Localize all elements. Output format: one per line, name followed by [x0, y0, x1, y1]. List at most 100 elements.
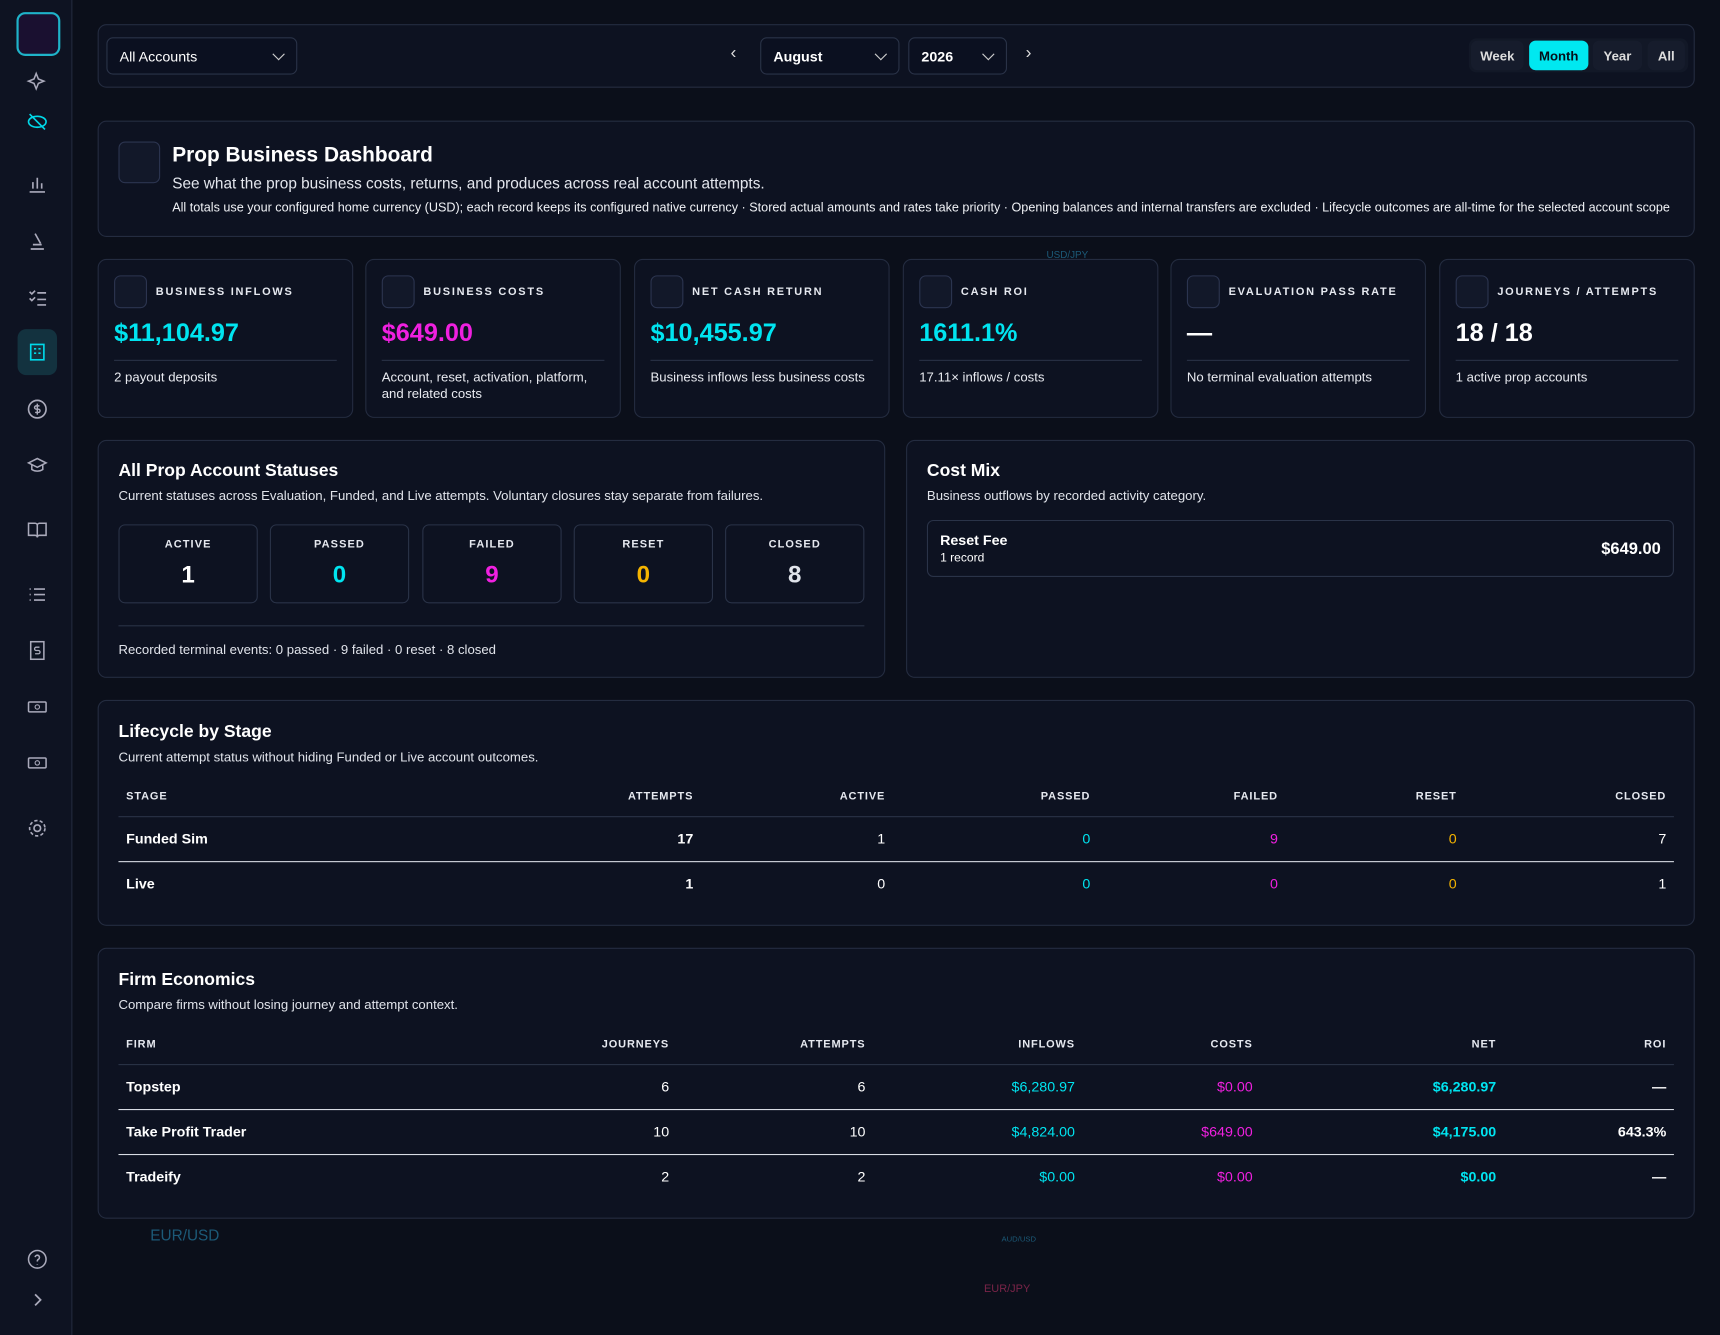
status-box: PASSED 0: [269, 524, 410, 604]
period-button[interactable]: Year: [1592, 40, 1643, 71]
nav-withdraw[interactable]: [26, 753, 48, 775]
kpi-value: $649.00: [381, 318, 473, 347]
kpi-icon: [1186, 275, 1220, 309]
background-ticker: EUR/JPY: [983, 1283, 1031, 1296]
lifecycle-cell: 0: [1082, 875, 1091, 892]
kpi-card: [1439, 258, 1695, 418]
kpi-detail: No terminal evaluation attempts: [1186, 369, 1372, 386]
nav-lab[interactable]: [26, 230, 48, 252]
status-value: 0: [636, 560, 651, 588]
kpi-icon: [919, 275, 953, 309]
nav-list[interactable]: [26, 584, 48, 606]
lifecycle-header: CLOSED: [1615, 790, 1667, 803]
kpi-icon: [114, 275, 147, 309]
prev-month[interactable]: ‹: [730, 43, 737, 63]
status-label: RESET: [622, 538, 665, 551]
firms-cell: $6,280.97: [1432, 1078, 1497, 1095]
firms-cell: $0.00: [1460, 1168, 1497, 1185]
lifecycle-cell: 1: [877, 830, 886, 847]
lifecycle-header: PASSED: [1040, 790, 1091, 803]
chevron: [272, 47, 285, 61]
nav-education[interactable]: [26, 454, 48, 476]
kpi-detail: 17.11× inflows / costs: [919, 369, 1045, 386]
firms-cell: 2: [857, 1168, 866, 1185]
kpi-value: 1611.1%: [919, 318, 1018, 347]
nav-journal[interactable]: [26, 519, 48, 541]
status-box: RESET 0: [573, 524, 714, 604]
status-value: 0: [332, 560, 347, 588]
nav-ai[interactable]: [26, 70, 48, 92]
firms-cell: 6: [661, 1078, 670, 1095]
firms-cell: 643.3%: [1617, 1123, 1667, 1140]
nav-settings[interactable]: [26, 817, 48, 839]
firms-header: COSTS: [1210, 1038, 1253, 1051]
lifecycle-header: RESET: [1415, 790, 1457, 803]
statuses-footer: Recorded terminal events: 0 passed · 9 f…: [118, 641, 497, 658]
header-note: All totals use your configured home curr…: [172, 201, 1670, 216]
statuses-divider: [118, 625, 865, 627]
kpi-divider: [1455, 359, 1679, 361]
kpi-value: $10,455.97: [650, 318, 777, 347]
kpi-divider: [381, 359, 605, 361]
nav-ledger[interactable]: [26, 640, 48, 662]
lifecycle-row-divider: [118, 861, 1674, 863]
firms-cell: $6,280.97: [1011, 1078, 1076, 1095]
firms-cell: 6: [857, 1078, 866, 1095]
cost-item: [926, 519, 1674, 577]
lifecycle-row-divider: [118, 816, 1674, 818]
status-box: ACTIVE 1: [118, 524, 258, 604]
firms-cell: $649.00: [1201, 1123, 1253, 1140]
kpi-card: [365, 258, 621, 418]
year-select[interactable]: 2026: [908, 37, 1007, 75]
period-button[interactable]: Week: [1470, 40, 1524, 71]
lifecycle-header: ATTEMPTS: [627, 790, 694, 803]
nav-expand[interactable]: [26, 1289, 48, 1311]
nav-checklist[interactable]: [26, 286, 48, 308]
lifecycle-cell: 1: [1658, 875, 1667, 892]
background-ticker: USD/JPY: [1046, 249, 1089, 260]
firms-header: ATTEMPTS: [800, 1038, 866, 1051]
lifecycle-cell: Live: [126, 875, 155, 892]
lifecycle-title: Lifecycle by Stage: [118, 722, 272, 742]
firms-cell: $0.00: [1217, 1168, 1253, 1185]
firms-row-divider: [118, 1153, 1674, 1156]
status-box: FAILED 9: [422, 524, 562, 604]
nav-privacy[interactable]: [26, 111, 48, 133]
cost-mix-card: [906, 439, 1695, 678]
status-label: ACTIVE: [164, 538, 212, 551]
status-label: PASSED: [314, 538, 365, 551]
nav-prop-business[interactable]: [26, 341, 48, 363]
kpi-divider: [114, 359, 337, 361]
next-month[interactable]: ›: [1025, 43, 1032, 63]
kpi-detail: 1 active prop accounts: [1455, 369, 1588, 386]
header-icon: [118, 141, 161, 184]
sidebar: [0, 0, 73, 1335]
kpi-label: EVALUATION PASS RATE: [1228, 286, 1398, 299]
firms-title: Firm Economics: [118, 970, 256, 990]
account-select[interactable]: All Accounts: [106, 37, 298, 75]
nav-analytics[interactable]: [26, 173, 48, 195]
kpi-divider: [1186, 359, 1410, 361]
header-title: Prop Business Dashboard: [172, 143, 433, 167]
nav-payouts[interactable]: [26, 398, 48, 420]
firms-header: INFLOWS: [1018, 1038, 1076, 1051]
app-logo[interactable]: [16, 12, 61, 56]
kpi-icon: [381, 275, 415, 309]
kpi-value: 18 / 18: [1455, 318, 1533, 347]
lifecycle-cell: 0: [1269, 875, 1278, 892]
nav-help[interactable]: [26, 1248, 48, 1270]
period-button[interactable]: Month: [1529, 40, 1589, 71]
period-button[interactable]: All: [1647, 40, 1685, 71]
lifecycle-cell: 17: [677, 830, 694, 847]
status-value: 8: [788, 560, 802, 588]
firms-cell: —: [1651, 1078, 1667, 1095]
firms-card: [97, 947, 1695, 1219]
nav-deposit[interactable]: [26, 697, 48, 719]
firms-cell: Tradeify: [126, 1168, 181, 1185]
nav-active-bg: [17, 329, 58, 376]
firms-cell: 10: [849, 1123, 866, 1140]
statuses-card: [97, 439, 886, 678]
month-select[interactable]: August: [760, 37, 900, 75]
firms-subtitle: Compare firms without losing journey and…: [118, 997, 458, 1013]
